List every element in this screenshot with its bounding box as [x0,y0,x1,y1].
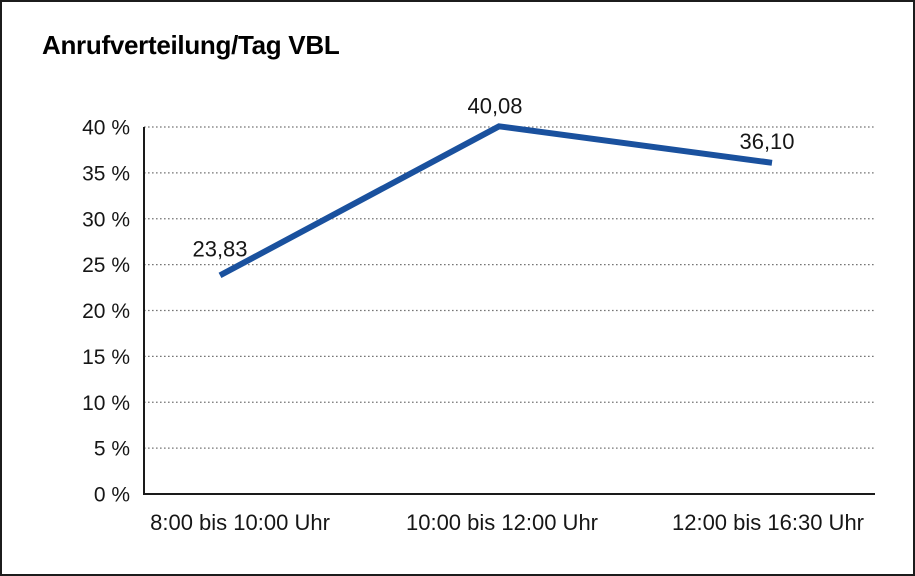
y-tick-label: 5 % [94,438,130,461]
x-tick-label: 8:00 bis 10:00 Uhr [150,510,330,535]
y-tick-label: 35 % [82,162,130,185]
data-point-label: 23,83 [192,236,247,261]
x-tick-label: 12:00 bis 16:30 Uhr [672,510,864,535]
data-point-label: 36,10 [739,129,794,154]
y-tick-label: 0 % [94,484,130,507]
chart-title: Anrufverteilung/Tag VBL [42,30,340,60]
y-tick-label: 30 % [82,208,130,231]
y-tick-label: 20 % [82,300,130,323]
y-tick-label: 15 % [82,346,130,369]
x-tick-label: 10:00 bis 12:00 Uhr [406,510,598,535]
y-tick-label: 10 % [82,392,130,415]
data-line [218,123,773,279]
y-tick-label: 40 % [82,117,130,140]
y-tick-label: 25 % [82,254,130,277]
data-point-label: 40,08 [467,93,522,118]
